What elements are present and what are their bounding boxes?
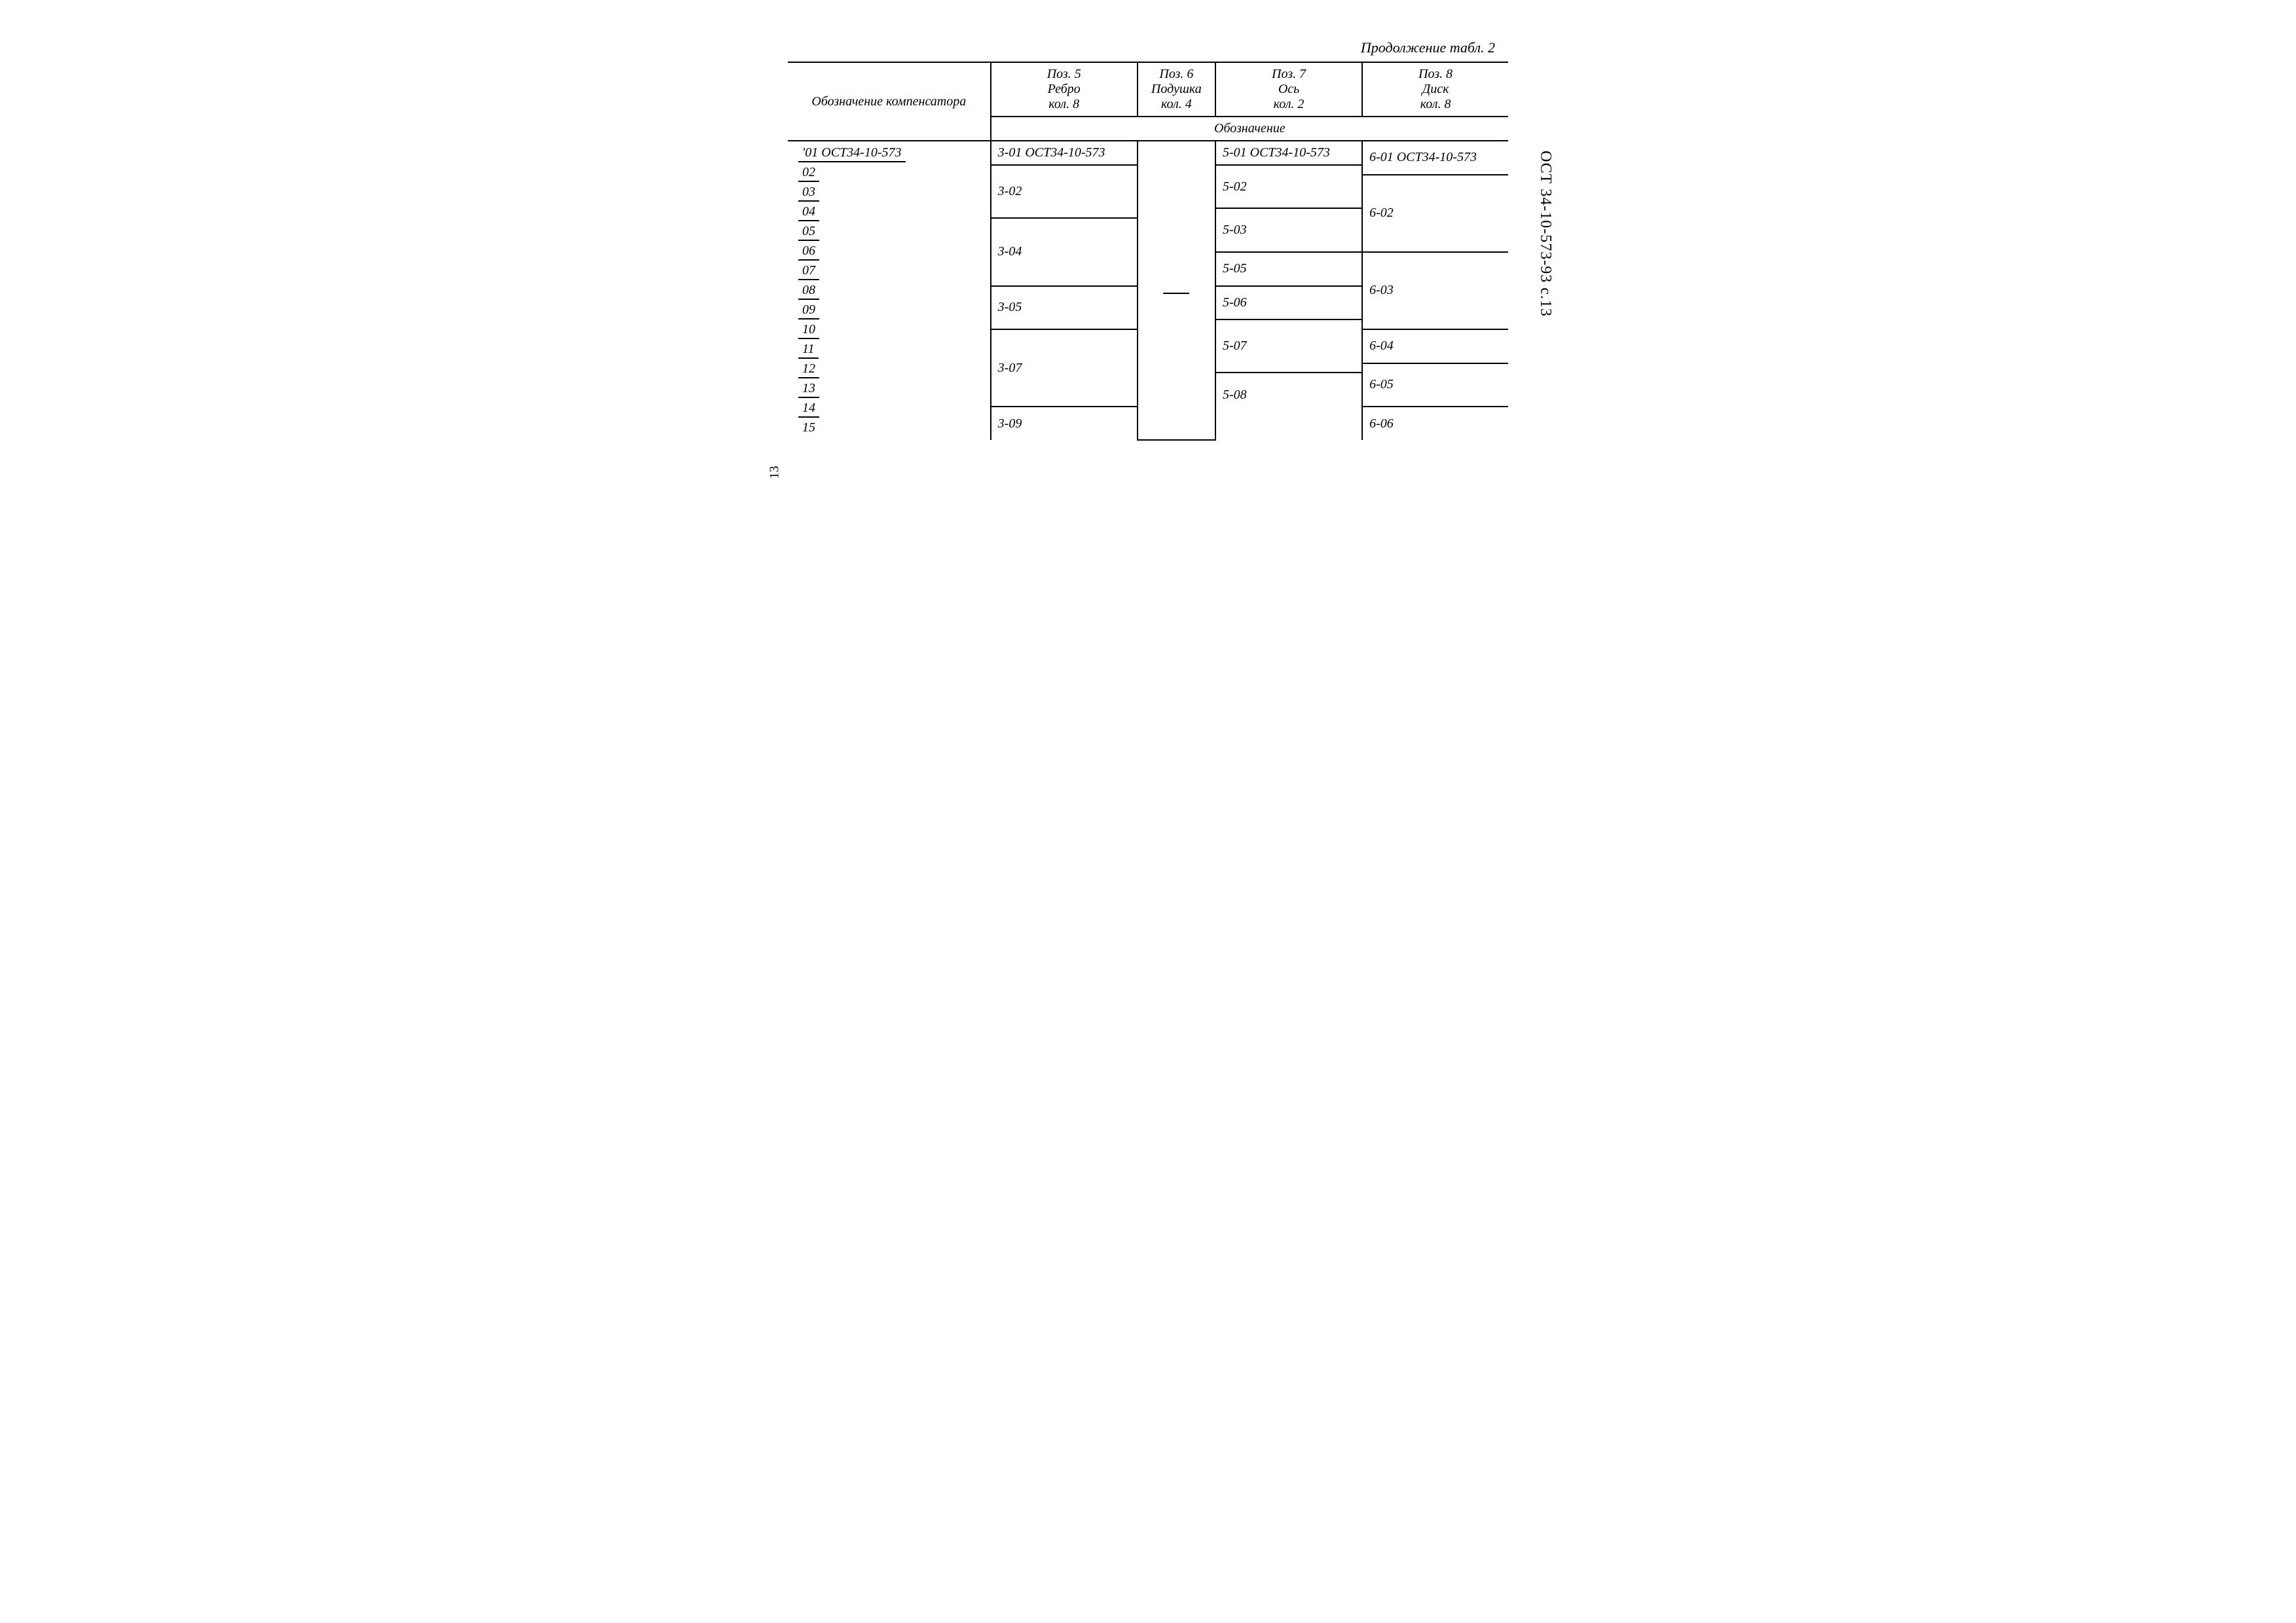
code-06: 06 bbox=[798, 244, 819, 261]
hdr-poz6-l2: Подушка bbox=[1151, 82, 1202, 96]
poz8-g3: 6-03 bbox=[1362, 252, 1508, 329]
hdr-poz5: Поз. 5 Ребро кол. 8 bbox=[991, 62, 1138, 117]
side-standard-label: ОСТ 34-10-573-93 с.13 bbox=[1536, 151, 1554, 317]
poz5-g3: 3-04 bbox=[991, 218, 1138, 285]
code-08: 08 bbox=[798, 283, 819, 300]
poz8-g5: 6-05 bbox=[1362, 363, 1508, 407]
poz6-dash bbox=[1138, 141, 1215, 440]
poz8-g2: 6-02 bbox=[1362, 175, 1508, 252]
code-03: 03 bbox=[798, 185, 819, 202]
hdr-poz6-l1: Поз. 6 bbox=[1159, 67, 1193, 81]
poz5-g4: 3-05 bbox=[991, 286, 1138, 329]
header-row-1: Обозначение компенсатора Поз. 5 Ребро ко… bbox=[788, 62, 1508, 117]
code-01: '01 ОСТ34-10-573 bbox=[798, 145, 906, 162]
poz7-g2: 5-02 bbox=[1215, 165, 1362, 208]
poz7-g1: 5-01 ОСТ34-10-573 bbox=[1215, 141, 1362, 165]
poz7-g4: 5-05 bbox=[1215, 252, 1362, 286]
hdr-compensator: Обозначение компенсатора bbox=[788, 62, 991, 141]
poz8-g1: 6-01 ОСТ34-10-573 bbox=[1362, 141, 1508, 175]
poz8-g6: 6-06 bbox=[1362, 407, 1508, 440]
codes-column: '01 ОСТ34-10-573 02 03 04 05 06 07 08 09… bbox=[788, 141, 991, 440]
page: Продолжение табл. 2 Обозначение компенса… bbox=[788, 39, 1508, 441]
page-number: 13 bbox=[768, 466, 783, 479]
poz7-g7: 5-08 bbox=[1215, 373, 1362, 416]
poz7-g3: 5-03 bbox=[1215, 208, 1362, 251]
hdr-poz8-l3: кол. 8 bbox=[1420, 97, 1451, 111]
code-10: 10 bbox=[798, 322, 819, 339]
hdr-poz5-l3: кол. 8 bbox=[1048, 97, 1079, 111]
code-07: 07 bbox=[798, 263, 819, 280]
code-15: 15 bbox=[798, 420, 819, 436]
hdr-poz8: Поз. 8 Диск кол. 8 bbox=[1362, 62, 1508, 117]
code-13: 13 bbox=[798, 381, 819, 398]
hdr-poz5-l1: Поз. 5 bbox=[1047, 67, 1081, 81]
continuation-table: Обозначение компенсатора Поз. 5 Ребро ко… bbox=[788, 62, 1508, 441]
code-05: 05 bbox=[798, 224, 819, 241]
poz7-g5: 5-06 bbox=[1215, 286, 1362, 320]
code-04: 04 bbox=[798, 204, 819, 221]
hdr-poz6: Поз. 6 Подушка кол. 4 bbox=[1138, 62, 1215, 117]
hdr-sub: Обозначение bbox=[991, 117, 1508, 141]
poz5-g2: 3-02 bbox=[991, 165, 1138, 218]
poz5-g1: 3-01 ОСТ34-10-573 bbox=[991, 141, 1138, 165]
code-12: 12 bbox=[798, 361, 819, 378]
dash-icon bbox=[1163, 293, 1189, 294]
poz8-g4: 6-04 bbox=[1362, 329, 1508, 363]
hdr-poz6-l3: кол. 4 bbox=[1161, 97, 1192, 111]
hdr-poz8-l2: Диск bbox=[1422, 82, 1449, 96]
poz7-g6: 5-07 bbox=[1215, 319, 1362, 373]
hdr-poz8-l1: Поз. 8 bbox=[1418, 67, 1453, 81]
hdr-poz7-l1: Поз. 7 bbox=[1272, 67, 1306, 81]
poz5-g5: 3-07 bbox=[991, 329, 1138, 407]
hdr-poz7-l3: кол. 2 bbox=[1274, 97, 1305, 111]
table-caption: Продолжение табл. 2 bbox=[788, 39, 1508, 56]
code-09: 09 bbox=[798, 302, 819, 319]
code-11: 11 bbox=[798, 342, 819, 359]
hdr-poz7: Поз. 7 Ось кол. 2 bbox=[1215, 62, 1362, 117]
code-02: 02 bbox=[798, 165, 819, 182]
hdr-poz5-l2: Ребро bbox=[1048, 82, 1081, 96]
code-14: 14 bbox=[798, 401, 819, 418]
poz5-g6: 3-09 bbox=[991, 407, 1138, 440]
hdr-poz7-l2: Ось bbox=[1278, 82, 1299, 96]
